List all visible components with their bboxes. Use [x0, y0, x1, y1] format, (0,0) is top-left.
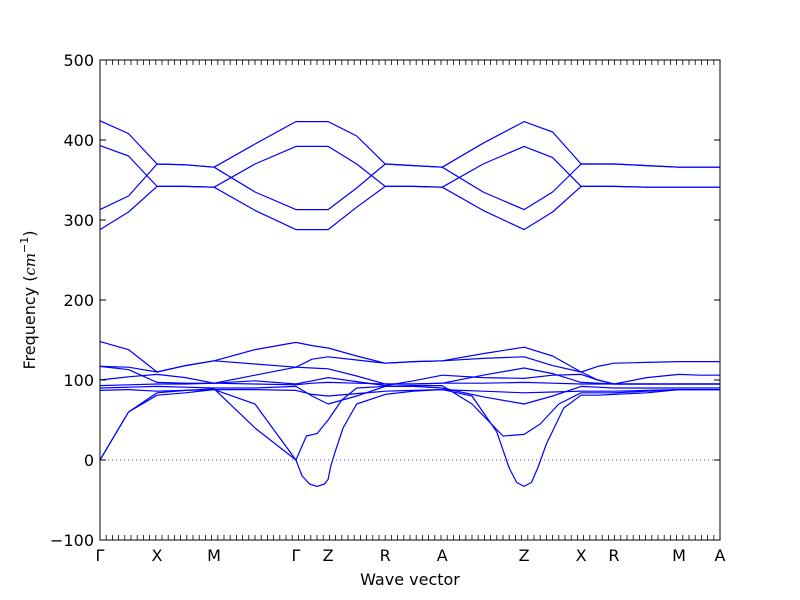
y-tick-label: 100: [63, 371, 94, 390]
phonon-branch-6: [99, 356, 720, 385]
y-axis-title-unit: cm: [21, 253, 39, 276]
x-axis-title: Wave vector: [360, 570, 460, 589]
phonon-branch-3: [99, 163, 720, 211]
phonon-branch-13: [99, 389, 720, 487]
x-tick-label: A: [437, 546, 448, 565]
phonon-branch-9: [99, 381, 720, 387]
y-axis-title-text: Frequency (: [20, 276, 39, 370]
y-tick-label: 400: [63, 131, 94, 150]
phonon-branch-1: [99, 120, 720, 168]
y-tick-label: 300: [63, 211, 94, 230]
phonon-branch-4: [99, 185, 720, 231]
y-tick-label: 200: [63, 291, 94, 310]
y-tick-label: 500: [63, 51, 94, 70]
x-tick-label: M: [207, 546, 221, 565]
x-tick-label: X: [152, 546, 163, 565]
phonon-branch-5: [99, 341, 720, 373]
y-axis-title-close: ): [20, 230, 39, 236]
x-tick-label: M: [672, 546, 686, 565]
x-tick-label: Z: [323, 546, 334, 565]
y-tick-label: 0: [84, 451, 94, 470]
y-axis-title: Frequency (cm−1): [18, 230, 39, 369]
y-tick-label: −100: [50, 531, 94, 550]
plot-lines: [99, 120, 720, 487]
phonon-branch-10: [99, 385, 720, 405]
x-tick-label: R: [608, 546, 619, 565]
phonon-branch-2: [99, 145, 720, 188]
x-tick-label: R: [380, 546, 391, 565]
plot-frame: [99, 59, 721, 541]
x-tick-label: Z: [519, 546, 530, 565]
x-tick-label: X: [576, 546, 587, 565]
x-tick-label: A: [715, 546, 726, 565]
phonon-branch-12: [99, 385, 720, 461]
x-tick-label: Γ: [96, 546, 105, 565]
x-tick-label: Γ: [291, 546, 300, 565]
y-axis-ticks: −100 0 100 200 300 400 500: [50, 51, 720, 550]
y-axis-title-exponent: −1: [18, 237, 31, 253]
